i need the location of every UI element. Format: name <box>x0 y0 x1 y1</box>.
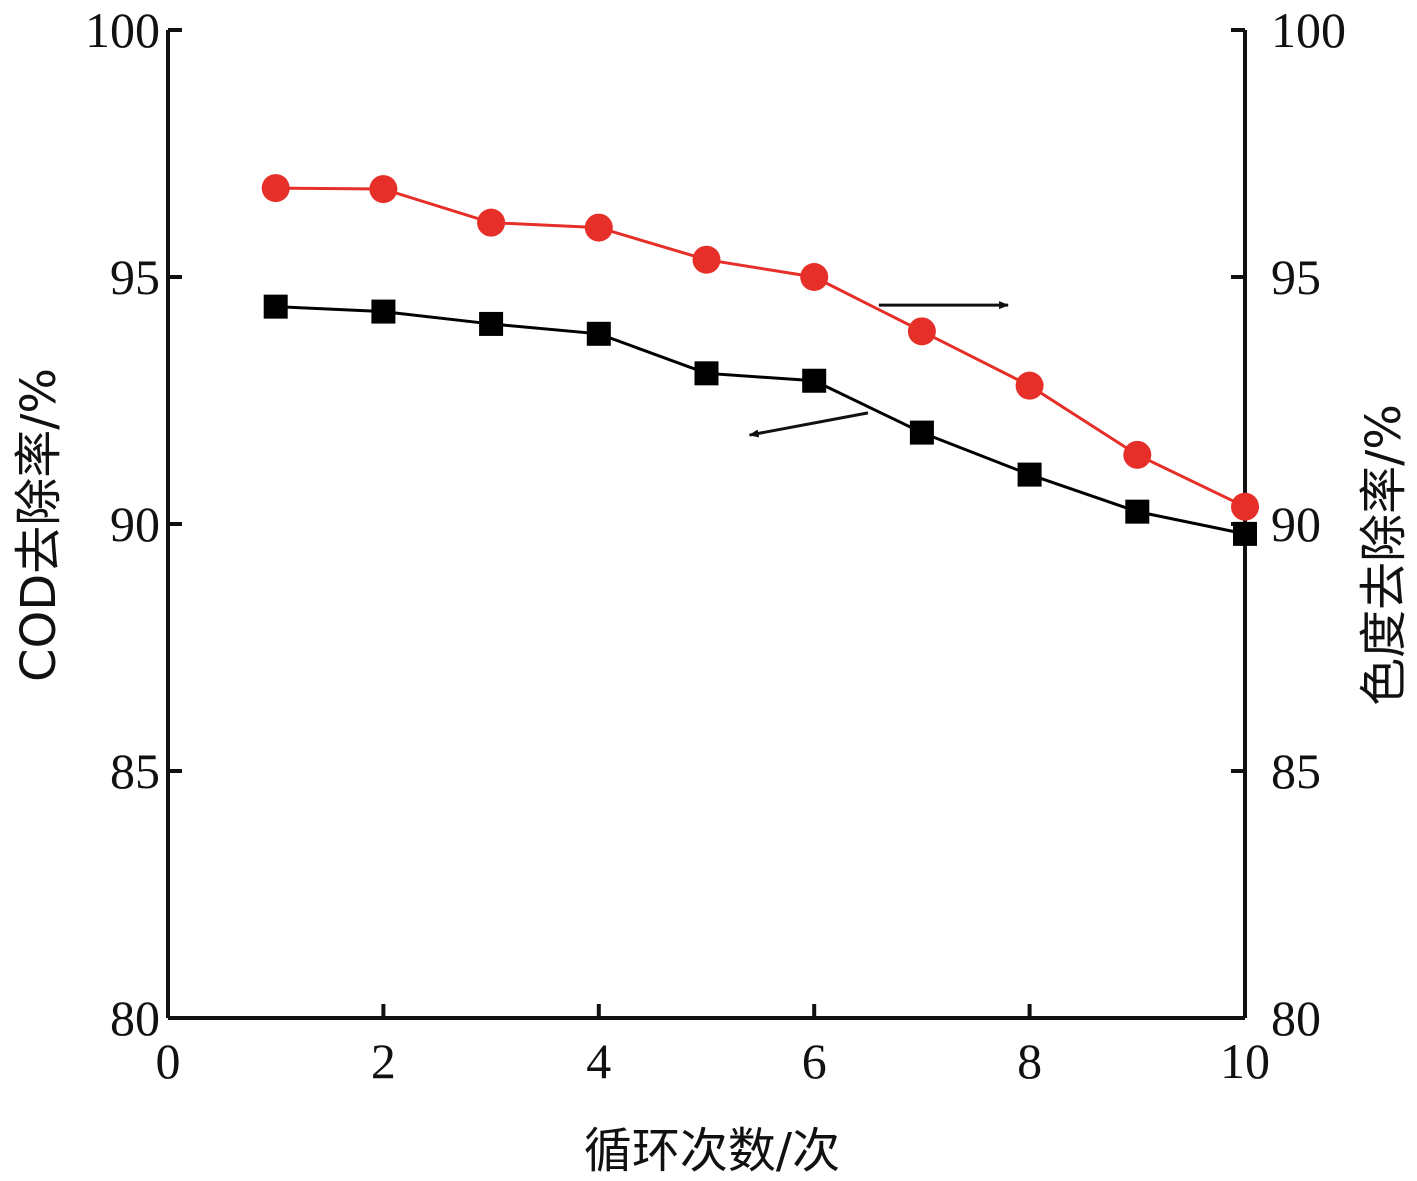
data-point-square <box>694 361 719 386</box>
series-line <box>275 305 1246 536</box>
data-point-circle <box>1015 371 1044 400</box>
x-tick-label: 8 <box>1017 1033 1042 1089</box>
data-point-square <box>1125 499 1150 524</box>
x-tick-label: 6 <box>802 1033 827 1089</box>
x-tick-label: 10 <box>1220 1033 1270 1089</box>
cod-removal-series <box>263 294 1257 546</box>
left-y-tick-label: 95 <box>110 249 160 305</box>
left-y-axis-title: COD去除率/% <box>11 368 67 682</box>
data-point-circle <box>800 263 829 291</box>
left-y-tick-label: 100 <box>85 2 160 58</box>
right-y-axis-title: 色度去除率/% <box>1356 404 1412 706</box>
data-point-circle <box>1123 440 1152 469</box>
data-point-square <box>586 321 611 346</box>
left-y-tick-label: 90 <box>110 496 160 552</box>
left-y-tick-label: 85 <box>110 743 160 799</box>
right-y-tick-label: 85 <box>1271 743 1321 799</box>
color-removal-series <box>261 174 1259 521</box>
data-point-circle <box>369 175 398 204</box>
data-point-square <box>371 299 396 324</box>
data-point-circle <box>907 317 936 346</box>
data-point-circle <box>1231 492 1259 521</box>
data-point-circle <box>692 245 721 274</box>
data-point-circle <box>584 213 613 242</box>
right-y-tick-label: 90 <box>1271 496 1321 552</box>
data-point-circle <box>261 174 290 203</box>
right-y-tick-label: 80 <box>1271 990 1321 1046</box>
left-y-tick-label: 80 <box>110 990 160 1046</box>
data-point-square <box>909 420 934 445</box>
x-axis-title: 循环次数/次 <box>584 1123 840 1179</box>
annotations <box>748 301 1010 438</box>
data-point-square <box>263 294 288 319</box>
x-tick-label: 2 <box>371 1033 396 1089</box>
x-tick-label: 4 <box>586 1033 611 1089</box>
series-layer <box>261 174 1259 546</box>
right-y-tick-label: 100 <box>1271 2 1346 58</box>
annotation-arrow-left-axis <box>748 411 869 438</box>
x-tick-label: 0 <box>156 1033 181 1089</box>
series-line <box>275 186 1246 509</box>
data-point-square <box>802 368 827 393</box>
data-point-square <box>479 311 504 336</box>
data-point-square <box>1233 521 1257 546</box>
right-y-tick-label: 95 <box>1271 249 1321 305</box>
data-point-square <box>1017 462 1042 487</box>
data-point-circle <box>477 208 506 237</box>
